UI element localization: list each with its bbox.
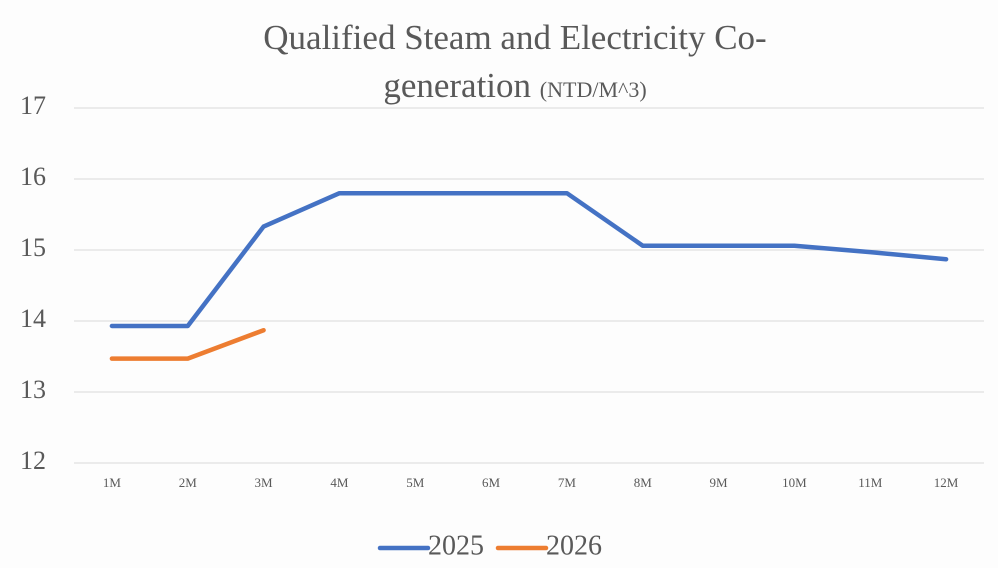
x-tick-label: 10M — [782, 475, 807, 490]
y-tick-label: 13 — [20, 375, 46, 404]
x-tick-label: 3M — [255, 475, 274, 490]
x-tick-label: 7M — [558, 475, 577, 490]
x-tick-label: 2M — [179, 475, 198, 490]
y-tick-label: 15 — [20, 233, 46, 262]
y-tick-label: 12 — [20, 446, 46, 475]
x-tick-label: 6M — [482, 475, 501, 490]
series-line — [109, 327, 266, 361]
chart-unit: (NTD/M^3) — [539, 77, 647, 102]
x-tick-label: 9M — [710, 475, 729, 490]
x-tick-label: 12M — [934, 475, 959, 490]
y-tick-label: 14 — [20, 304, 46, 333]
x-tick-label: 8M — [634, 475, 653, 490]
legend-label: 2026 — [546, 530, 602, 561]
x-tick-label: 11M — [858, 475, 883, 490]
y-tick-label: 16 — [20, 162, 46, 191]
y-tick-label: 17 — [20, 91, 46, 120]
x-tick-label: 4M — [330, 475, 349, 490]
x-tick-label: 1M — [103, 475, 122, 490]
legend-label: 2025 — [428, 530, 484, 561]
chart-title-block: Qualified Steam and Electricity Co-gener… — [200, 14, 830, 114]
x-tick-label: 5M — [406, 475, 425, 490]
series-line — [109, 190, 949, 329]
chart-title: Qualified Steam and Electricity Co-gener… — [263, 18, 767, 105]
